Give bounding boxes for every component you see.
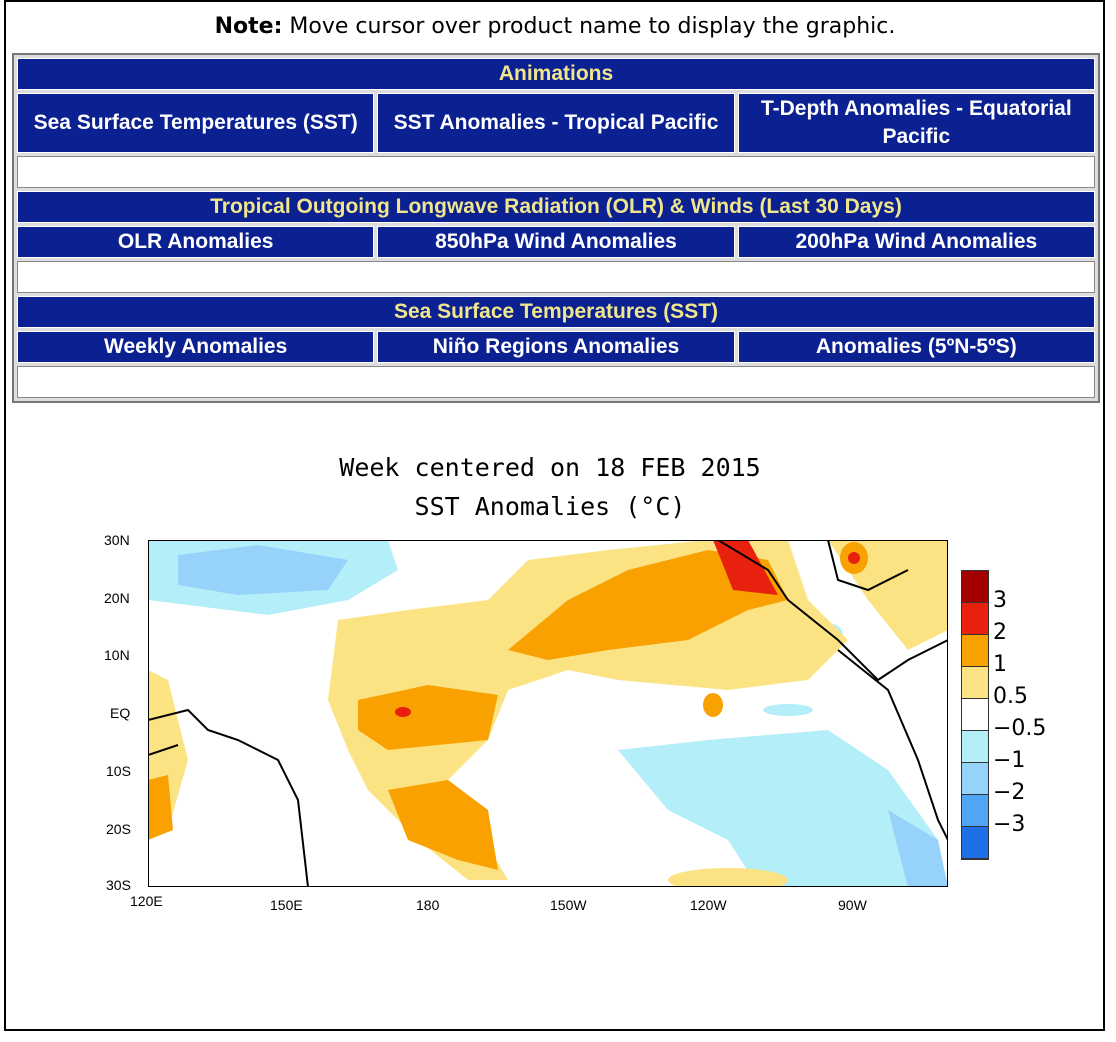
link-200hpa-wind[interactable]: 200hPa Wind Anomalies <box>737 226 1095 258</box>
colorbar-label: 0.5 <box>993 684 1028 709</box>
spacer-row <box>17 156 1095 188</box>
moderate-warm-anomalies <box>148 542 868 870</box>
colorbar-swatch <box>962 795 988 827</box>
coastlines <box>148 540 948 887</box>
note-body: Move cursor over product name to display… <box>282 14 896 39</box>
ytick: 30N <box>104 532 130 548</box>
colorbar-swatch <box>962 827 988 859</box>
xtick: 90W <box>838 897 867 913</box>
colorbar-label: −1 <box>993 748 1026 773</box>
colorbar-label: −3 <box>993 812 1026 837</box>
colorbar-label: −0.5 <box>993 716 1047 741</box>
colorbar-swatch <box>962 731 988 763</box>
spacer-row <box>17 366 1095 398</box>
link-nino-regions[interactable]: Niño Regions Anomalies <box>377 331 735 363</box>
xtick: 120E <box>130 893 163 909</box>
section-header-olr: Tropical Outgoing Longwave Radiation (OL… <box>17 191 1095 223</box>
ytick: EQ <box>110 705 131 721</box>
page-frame <box>4 0 1105 1031</box>
section-header-animations: Animations <box>17 58 1095 90</box>
section-header-sst: Sea Surface Temperatures (SST) <box>17 296 1095 328</box>
link-tdepth-anomalies[interactable]: T-Depth Anomalies - Equatorial Pacific <box>737 93 1095 153</box>
link-weekly-anomalies[interactable]: Weekly Anomalies <box>17 331 375 363</box>
ytick: 10S <box>106 763 131 779</box>
spacer-row <box>17 261 1095 293</box>
sst-map <box>148 540 948 887</box>
colorbar-label: 2 <box>993 620 1007 645</box>
ytick: 30S <box>106 877 131 893</box>
colorbar-swatch <box>962 699 988 731</box>
product-table: Animations Sea Surface Temperatures (SST… <box>12 53 1100 403</box>
colorbar-label: 1 <box>993 652 1007 677</box>
colorbar <box>961 570 989 860</box>
link-sst-animation[interactable]: Sea Surface Temperatures (SST) <box>17 93 375 153</box>
xtick: 120W <box>690 897 727 913</box>
colorbar-swatch <box>962 763 988 795</box>
strong-warm-anomalies <box>395 540 860 717</box>
xtick: 150W <box>550 897 587 913</box>
note-label: Note: <box>214 14 283 39</box>
link-sst-anomalies-tropical-pacific[interactable]: SST Anomalies - Tropical Pacific <box>377 93 735 153</box>
colorbar-label: −2 <box>993 780 1026 805</box>
xtick: 180 <box>416 897 440 913</box>
link-olr-anomalies[interactable]: OLR Anomalies <box>17 226 375 258</box>
colorbar-swatch <box>962 603 988 635</box>
chart-subtitle: SST Anomalies (°C) <box>414 492 686 521</box>
link-850hpa-wind[interactable]: 850hPa Wind Anomalies <box>377 226 735 258</box>
ytick: 10N <box>104 647 130 663</box>
ytick: 20S <box>106 821 131 837</box>
colorbar-swatch <box>962 571 988 603</box>
note-text: Note: Move cursor over product name to d… <box>0 14 1110 39</box>
colorbar-swatch <box>962 635 988 667</box>
link-anomalies-5n-5s[interactable]: Anomalies (5ºN-5ºS) <box>737 331 1095 363</box>
cold-anomalies-strong <box>178 545 948 887</box>
chart-title: Week centered on 18 FEB 2015 <box>339 453 761 482</box>
colorbar-label: 3 <box>993 588 1007 613</box>
xtick: 150E <box>270 897 303 913</box>
colorbar-swatch <box>962 667 988 699</box>
ytick: 20N <box>104 590 130 606</box>
